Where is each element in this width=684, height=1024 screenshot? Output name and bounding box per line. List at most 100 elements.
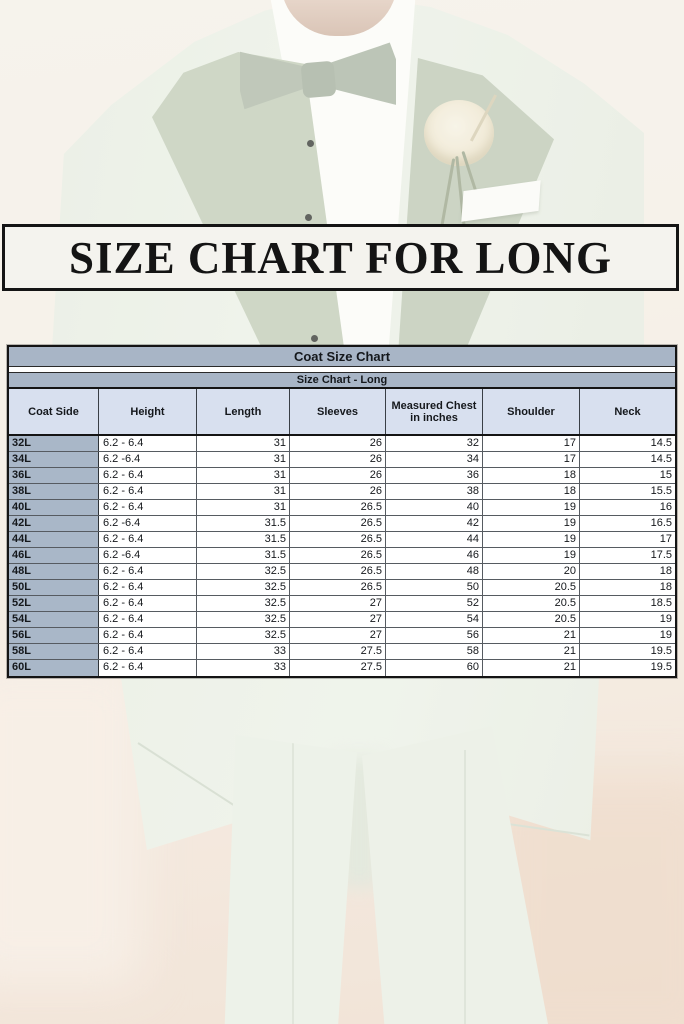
table-subtitle: Size Chart - Long xyxy=(9,373,675,389)
cell: 33 xyxy=(197,660,290,676)
row-size-label: 58L xyxy=(9,644,99,659)
cell: 19 xyxy=(483,516,580,531)
cell: 31.5 xyxy=(197,548,290,563)
cell: 32.5 xyxy=(197,564,290,579)
cell: 31 xyxy=(197,436,290,451)
shirt-button xyxy=(307,140,314,147)
cell: 31.5 xyxy=(197,532,290,547)
cell: 34 xyxy=(386,452,483,467)
cell: 6.2 - 6.4 xyxy=(99,612,197,627)
cell: 16 xyxy=(659,501,672,513)
cell: 20.5 xyxy=(483,596,580,611)
coat-size-chart-table: Coat Size Chart Size Chart - Long Coat S… xyxy=(7,345,677,678)
cell: 58 xyxy=(386,644,483,659)
cell: 44 xyxy=(386,532,483,547)
row-size-label: 44L xyxy=(9,532,99,547)
cell: 15 xyxy=(659,469,672,481)
cell: 32.5 xyxy=(197,628,290,643)
table-row: 40L 6.2 - 6.4 31 26.5 40 19 16 xyxy=(9,500,675,516)
cell: 27 xyxy=(290,596,386,611)
cell: 26 xyxy=(290,484,386,499)
cell: 36 xyxy=(386,468,483,483)
cell: 21 xyxy=(483,660,580,676)
row-size-label: 56L xyxy=(9,628,99,643)
table-divider xyxy=(9,367,675,373)
cell: 6.2 -6.4 xyxy=(99,452,197,467)
cell: 50 xyxy=(386,580,483,595)
column-header: Height xyxy=(99,389,197,434)
cell: 21 xyxy=(483,628,580,643)
cell: 52 xyxy=(386,596,483,611)
cell: 19 xyxy=(659,629,672,641)
cell: 26.5 xyxy=(290,532,386,547)
row-size-label: 60L xyxy=(9,660,99,676)
cell: 40 xyxy=(386,500,483,515)
cell: 42 xyxy=(386,516,483,531)
row-size-label: 42L xyxy=(9,516,99,531)
cell: 17.5 xyxy=(650,549,672,561)
bow-tie xyxy=(240,34,396,120)
cell: 19 xyxy=(483,532,580,547)
cell: 19 xyxy=(659,613,672,625)
cell: 14.5 xyxy=(650,453,672,465)
cell: 32.5 xyxy=(197,612,290,627)
cell: 32.5 xyxy=(197,596,290,611)
cell: 31.5 xyxy=(197,516,290,531)
cell: 20.5 xyxy=(483,580,580,595)
cell: 31 xyxy=(197,500,290,515)
cell: 6.2 - 6.4 xyxy=(99,436,197,451)
cell: 27.5 xyxy=(290,644,386,659)
cell: 6.2 - 6.4 xyxy=(99,580,197,595)
cell: 6.2 - 6.4 xyxy=(99,500,197,515)
table-row: 38L 6.2 - 6.4 31 26 38 18 15.5 xyxy=(9,484,675,500)
cell: 32 xyxy=(386,436,483,451)
cell: 20 xyxy=(483,564,580,579)
table-row: 34L 6.2 -6.4 31 26 34 17 14.5 xyxy=(9,452,675,468)
table-row: 56L 6.2 - 6.4 32.5 27 56 21 19 xyxy=(9,628,675,644)
cell: 15.5 xyxy=(650,485,672,497)
column-header: Length xyxy=(197,389,290,434)
column-header: Coat Side xyxy=(9,389,99,434)
cell: 26 xyxy=(290,436,386,451)
cell: 19 xyxy=(483,500,580,515)
table-row: 42L 6.2 -6.4 31.5 26.5 42 19 16.5 xyxy=(9,516,675,532)
table-row: 50L 6.2 - 6.4 32.5 26.5 50 20.5 18 xyxy=(9,580,675,596)
table-row: 60L 6.2 - 6.4 33 27.5 60 21 19.5 xyxy=(9,660,675,676)
column-header: Sleeves xyxy=(290,389,386,434)
table-row: 58L 6.2 - 6.4 33 27.5 58 21 19.5 xyxy=(9,644,675,660)
cell: 27.5 xyxy=(290,660,386,676)
cell: 26.5 xyxy=(290,580,386,595)
cell: 27 xyxy=(290,628,386,643)
cell: 31 xyxy=(197,452,290,467)
cell: 26.5 xyxy=(290,564,386,579)
cell: 6.2 -6.4 xyxy=(99,548,197,563)
cell: 6.2 -6.4 xyxy=(99,516,197,531)
cell: 26.5 xyxy=(290,500,386,515)
trouser-left-leg xyxy=(224,735,357,1024)
column-header: Measured Chest in inches xyxy=(386,389,483,434)
cell: 6.2 - 6.4 xyxy=(99,468,197,483)
size-chart-banner: SIZE CHART FOR LONG xyxy=(2,224,679,291)
cell: 60 xyxy=(386,660,483,676)
cell: 16.5 xyxy=(650,517,672,529)
row-size-label: 50L xyxy=(9,580,99,595)
cell: 32.5 xyxy=(197,580,290,595)
cell: 26 xyxy=(290,468,386,483)
cell: 6.2 - 6.4 xyxy=(99,596,197,611)
column-header: Shoulder xyxy=(483,389,580,434)
cell: 20.5 xyxy=(483,612,580,627)
cell: 26 xyxy=(290,452,386,467)
cell: 17 xyxy=(659,533,672,545)
wall-shade xyxy=(0,664,140,984)
cell: 18 xyxy=(659,565,672,577)
cell: 6.2 - 6.4 xyxy=(99,532,197,547)
cell: 48 xyxy=(386,564,483,579)
cell: 6.2 - 6.4 xyxy=(99,564,197,579)
cell: 19.5 xyxy=(650,661,672,673)
table-row: 52L 6.2 - 6.4 32.5 27 52 20.5 18.5 xyxy=(9,596,675,612)
cell: 6.2 - 6.4 xyxy=(99,644,197,659)
cell: 17 xyxy=(483,452,580,467)
table-title: Coat Size Chart xyxy=(9,347,675,367)
cell: 6.2 - 6.4 xyxy=(99,628,197,643)
